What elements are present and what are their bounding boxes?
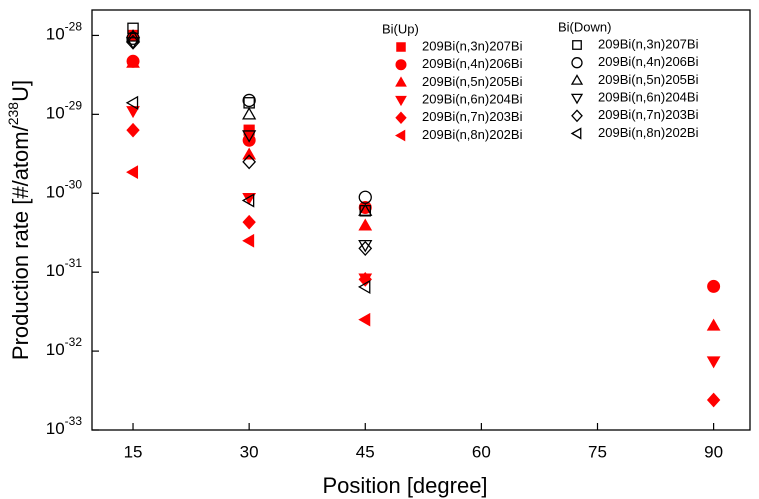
legend-marker bbox=[395, 111, 407, 125]
marker bbox=[242, 214, 256, 230]
x-tick-label: 60 bbox=[472, 442, 491, 461]
legend-marker bbox=[572, 40, 582, 50]
x-tick-label: 15 bbox=[124, 442, 143, 461]
y-tick-label: 10-33 bbox=[46, 414, 83, 438]
marker bbox=[242, 93, 256, 108]
marker bbox=[242, 233, 255, 248]
marker bbox=[358, 240, 373, 256]
y-axis-title-part: U] bbox=[8, 80, 33, 102]
legend-label: 209Bi(n,6n)204Bi bbox=[598, 90, 699, 105]
y-tick-base: 10 bbox=[46, 419, 65, 438]
y-axis-title: Production rate [#/atom/238U] bbox=[5, 80, 33, 360]
legend-label: 209Bi(n,8n)202Bi bbox=[422, 127, 523, 142]
legend-marker bbox=[395, 76, 407, 87]
marker bbox=[358, 190, 372, 204]
x-tick-label: 75 bbox=[588, 442, 607, 461]
marker bbox=[242, 107, 257, 120]
marker bbox=[125, 37, 141, 50]
marker bbox=[358, 218, 373, 231]
y-tick-base: 10 bbox=[46, 104, 65, 123]
marker bbox=[358, 272, 372, 287]
y-axis-title-sup: 238 bbox=[5, 102, 21, 126]
y-tick-exponent: -31 bbox=[65, 256, 83, 270]
marker bbox=[242, 130, 257, 143]
x-tick-label: 90 bbox=[704, 442, 723, 461]
legend-title: Bi(Up) bbox=[382, 21, 419, 36]
legend-marker bbox=[396, 42, 406, 52]
y-tick-exponent: -32 bbox=[65, 335, 83, 349]
marker bbox=[242, 147, 257, 160]
marker bbox=[126, 165, 139, 180]
marker bbox=[706, 356, 721, 369]
marker bbox=[242, 154, 257, 170]
x-axis-title: Position [degree] bbox=[322, 473, 487, 498]
legend-label: 209Bi(n,3n)207Bi bbox=[422, 38, 523, 53]
plot-frame bbox=[91, 9, 751, 431]
y-tick-exponent: -30 bbox=[65, 177, 83, 191]
legend-marker bbox=[394, 129, 406, 142]
legend-label: 209Bi(n,5n)205Bi bbox=[598, 72, 699, 87]
legend-label: 209Bi(n,7n)203Bi bbox=[422, 109, 523, 124]
y-tick-base: 10 bbox=[46, 183, 65, 202]
y-tick-label: 10-30 bbox=[46, 177, 83, 201]
y-axis-title-part: Production rate [#/atom/ bbox=[8, 124, 33, 360]
marker bbox=[126, 122, 140, 138]
legend-marker bbox=[395, 95, 407, 107]
y-tick-label: 10-32 bbox=[46, 335, 83, 359]
marker bbox=[126, 34, 140, 50]
legend-label: 209Bi(n,8n)202Bi bbox=[598, 125, 699, 140]
legend-label: 209Bi(n,4n)206Bi bbox=[598, 54, 699, 69]
legend-label: 209Bi(n,3n)207Bi bbox=[598, 36, 699, 51]
y-tick-base: 10 bbox=[46, 262, 65, 281]
legend-title: Bi(Down) bbox=[558, 19, 611, 34]
y-tick-base: 10 bbox=[46, 25, 65, 44]
legend-marker bbox=[571, 109, 583, 123]
legend-marker bbox=[570, 74, 584, 85]
marker bbox=[241, 193, 255, 208]
marker bbox=[358, 312, 371, 327]
marker bbox=[707, 279, 721, 293]
marker bbox=[706, 392, 721, 408]
marker bbox=[357, 279, 371, 295]
marker bbox=[706, 318, 721, 331]
marker bbox=[125, 29, 141, 42]
legend-label: 209Bi(n,6n)204Bi bbox=[422, 92, 523, 107]
marker bbox=[125, 95, 139, 110]
marker bbox=[358, 203, 373, 216]
legend-marker bbox=[395, 59, 407, 71]
y-tick-exponent: -33 bbox=[65, 414, 83, 428]
legend-marker bbox=[570, 93, 584, 105]
y-tick-exponent: -29 bbox=[65, 99, 83, 113]
legend-marker bbox=[571, 57, 583, 69]
y-tick-label: 10-31 bbox=[46, 256, 83, 280]
legend-marker bbox=[570, 127, 582, 140]
legend-label: 209Bi(n,5n)205Bi bbox=[422, 74, 523, 89]
marker bbox=[127, 22, 139, 35]
y-tick-base: 10 bbox=[46, 341, 65, 360]
y-tick-exponent: -28 bbox=[65, 20, 83, 34]
x-tick-label: 30 bbox=[240, 442, 259, 461]
legend-label: 209Bi(n,7n)203Bi bbox=[598, 107, 699, 122]
x-tick-label: 45 bbox=[356, 442, 375, 461]
legend-label: 209Bi(n,4n)206Bi bbox=[422, 56, 523, 71]
y-tick-label: 10-28 bbox=[46, 20, 83, 44]
y-tick-label: 10-29 bbox=[46, 99, 83, 123]
marker bbox=[126, 55, 140, 68]
